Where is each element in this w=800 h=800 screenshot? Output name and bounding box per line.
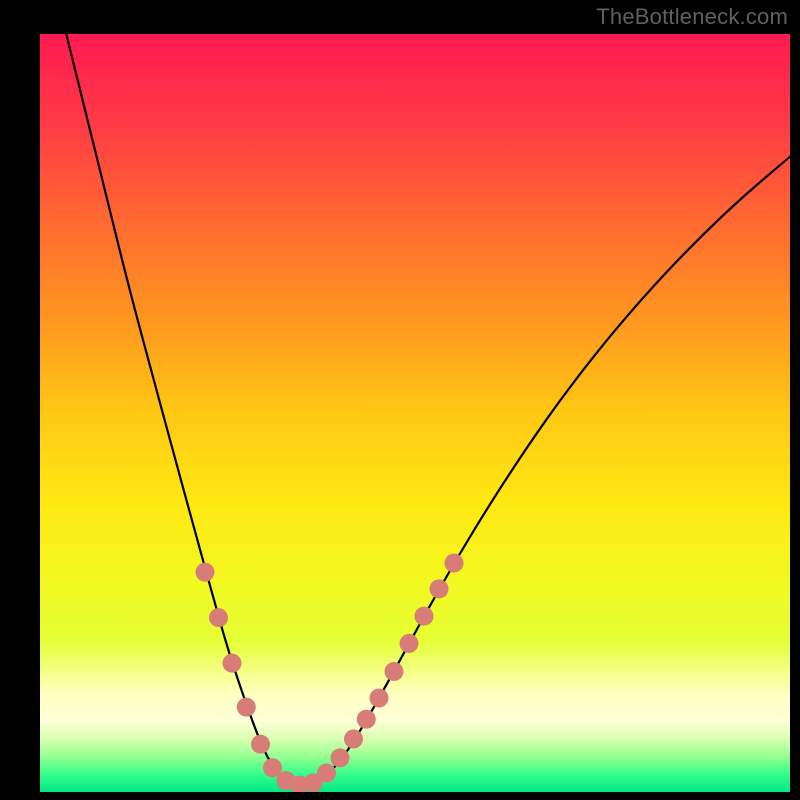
stage: TheBottleneck.com [0, 0, 800, 800]
marker-dot [370, 689, 389, 708]
marker-dot [251, 735, 270, 754]
marker-dot [317, 764, 336, 783]
watermark-text: TheBottleneck.com [596, 4, 788, 30]
marker-dot [445, 554, 464, 573]
marker-dot [400, 634, 419, 653]
marker-dot [357, 710, 376, 729]
marker-dot [415, 607, 434, 626]
marker-dot [331, 748, 350, 767]
plot-area [40, 34, 790, 792]
marker-dot [209, 608, 228, 627]
chart-background [40, 34, 790, 792]
marker-dot [196, 563, 215, 582]
marker-dot [385, 662, 404, 681]
marker-dot [223, 654, 242, 673]
marker-dot [430, 579, 449, 598]
marker-dot [344, 729, 363, 748]
marker-dot [237, 698, 256, 717]
chart-svg [40, 34, 790, 792]
